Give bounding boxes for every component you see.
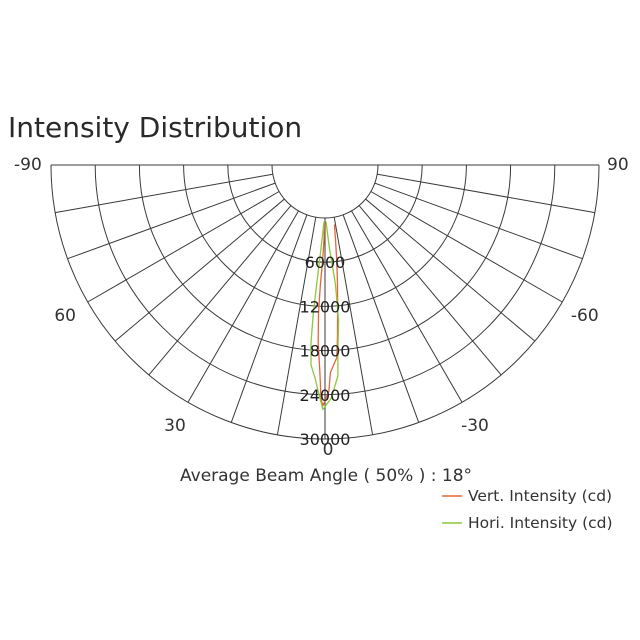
spoke--40 [358,205,502,376]
spoke-80 [55,173,273,214]
spoke--80 [377,173,595,214]
angle-label-90: 90 [607,155,629,175]
polar-grid [50,164,600,440]
spoke-60 [87,191,280,303]
angle-label-60: 60 [54,306,76,326]
spoke--20 [342,214,420,423]
legend: Vert. Intensity (cd) Hori. Intensity (cd… [442,487,613,532]
legend-label-vert: Vert. Intensity (cd) [468,487,612,505]
legend-label-hori: Hori. Intensity (cd) [468,514,613,532]
spoke-50 [114,198,285,342]
spoke--50 [365,198,536,342]
series-line-0 [317,221,339,407]
spoke-30 [187,210,299,403]
ring-label-24000: 24000 [300,386,351,405]
angle-label-neg30: -30 [461,416,489,436]
angle-label-0: 0 [323,440,334,460]
series-layer [310,221,340,411]
spoke-40 [148,205,292,376]
chart-title: Intensity Distribution [8,111,302,144]
ring-0 [271,164,379,219]
spoke-70 [67,182,276,260]
beam-angle-label: Average Beam Angle ( 50% ) : 18° [180,466,472,486]
spoke--30 [351,210,463,403]
ring-label-6000: 6000 [305,253,346,272]
label-layer: 6000 12000 18000 24000 30000 -90 -60 -30 0 30 60 90 [14,155,629,460]
angle-label-neg90: -90 [14,155,42,175]
spoke--70 [374,182,583,260]
series-line-1 [310,221,340,411]
spoke-10 [276,217,317,435]
ring-label-18000: 18000 [300,342,351,361]
angle-label-neg60: -60 [571,306,599,326]
ring-label-12000: 12000 [300,297,351,316]
angle-label-30: 30 [164,416,186,436]
spoke--60 [370,191,563,303]
spoke-20 [230,214,308,423]
ring-label-30000: 30000 [300,430,351,449]
spoke--10 [333,217,374,435]
